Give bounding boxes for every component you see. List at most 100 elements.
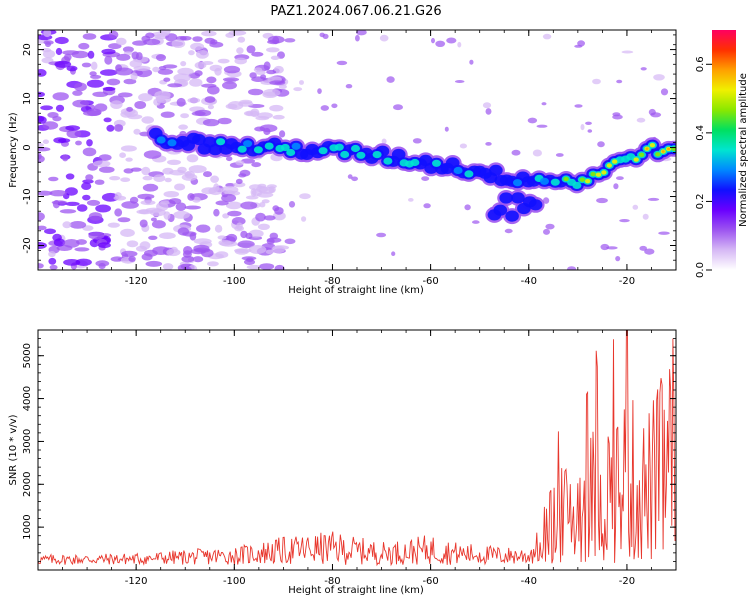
heatmap-cell: [231, 217, 246, 226]
heatmap-cell: [291, 142, 301, 150]
heatmap-cell: [192, 36, 203, 42]
heatmap-cell: [221, 193, 237, 203]
heatmap-cell: [59, 209, 77, 214]
heatmap-cell: [225, 103, 238, 109]
heatmap-cell: [356, 30, 367, 36]
heatmap-cell: [78, 42, 90, 50]
heatmap-cell: [38, 225, 47, 231]
heatmap-cell: [201, 83, 217, 88]
heatmap-cell: [120, 177, 131, 182]
heatmap-cell: [528, 199, 543, 211]
heatmap-cell: [82, 33, 97, 40]
heatmap-cell: [543, 228, 550, 235]
heatmap-cell: [223, 65, 241, 74]
heatmap-cell: [163, 211, 171, 220]
heatmap-cell: [182, 266, 192, 270]
heatmap-cell: [173, 210, 191, 219]
heatmap-cell: [177, 227, 190, 236]
heatmap-cell: [108, 43, 122, 50]
y-tick-label: 3000: [22, 429, 33, 454]
heatmap-cell: [513, 179, 522, 187]
heatmap-cell: [66, 65, 78, 72]
heatmap-cell: [220, 185, 239, 194]
heatmap-cell: [162, 64, 178, 69]
heatmap-cell: [642, 213, 649, 220]
heatmap-cell: [263, 61, 271, 71]
heatmap-cell: [574, 44, 583, 48]
heatmap-cell: [255, 70, 266, 75]
heatmap-cell: [597, 141, 605, 148]
colorbar-tick-label: 0.2: [695, 193, 706, 209]
heatmap-cell: [266, 238, 275, 245]
heatmap-cell: [192, 134, 206, 146]
heatmap-cell: [43, 40, 54, 45]
heatmap-cell: [489, 164, 503, 176]
heatmap-cell: [72, 99, 90, 108]
snr-panel: -120 -100 -80 -60 -40 -20 1000 2000 3000 4000 5000…: [8, 329, 677, 596]
heatmap-cell: [251, 51, 264, 57]
heatmap-cell: [209, 41, 224, 48]
heatmap-cell: [121, 250, 138, 257]
heatmap-cell: [667, 147, 670, 151]
heatmap-cell: [274, 264, 285, 270]
heatmap-cell: [255, 212, 266, 222]
heatmap-cell: [184, 205, 201, 210]
heatmap-cell: [423, 203, 431, 209]
y-tick-label: 1000: [22, 514, 33, 539]
heatmap-cell: [63, 239, 80, 248]
heatmap-cell: [267, 39, 280, 45]
heatmap-cell: [48, 257, 57, 265]
heatmap-cell: [53, 238, 66, 247]
heatmap-cell: [176, 97, 186, 107]
heatmap-cell: [94, 179, 105, 185]
heatmap-cell: [38, 190, 53, 196]
heatmap-cell: [62, 221, 72, 229]
heatmap-cell: [640, 67, 647, 71]
heatmap-cell: [257, 223, 270, 230]
heatmap-cell: [163, 191, 180, 198]
heatmap-cell: [217, 117, 232, 125]
heatmap-cell: [261, 199, 270, 204]
heatmap-cell: [157, 68, 174, 75]
heatmap-cell: [457, 41, 462, 48]
heatmap-cell: [173, 73, 191, 83]
heatmap-cell: [130, 72, 138, 81]
heatmap-cell: [188, 165, 207, 174]
heatmap-cell: [75, 140, 82, 146]
heatmap-cell: [104, 55, 113, 65]
heatmap-cell: [86, 79, 104, 88]
heatmap-cell: [234, 248, 249, 255]
heatmap-cell: [217, 235, 227, 240]
heatmap-cell: [279, 130, 286, 138]
heatmap-cell: [661, 150, 665, 153]
heatmap-cell: [106, 78, 121, 86]
heatmap-cell: [141, 166, 151, 176]
heatmap-cell: [129, 59, 143, 68]
heatmap-cell: [66, 129, 82, 139]
heatmap-cell: [168, 198, 182, 205]
heatmap-cell: [167, 159, 181, 165]
heatmap-cell: [99, 166, 115, 173]
heatmap-cell: [191, 111, 206, 116]
spectrogram-ylabel: Frequency (Hz): [8, 112, 19, 188]
heatmap-cell: [174, 183, 186, 191]
heatmap-cell: [269, 80, 286, 86]
heatmap-cell: [89, 71, 97, 77]
heatmap-cell: [83, 110, 101, 117]
heatmap-cell: [145, 260, 163, 267]
heatmap-cell: [536, 124, 548, 128]
heatmap-cell: [579, 177, 585, 182]
heatmap-cell: [265, 249, 274, 255]
y-tick-label: -20: [22, 237, 33, 253]
heatmap-cell: [555, 153, 564, 157]
heatmap-cell: [86, 199, 101, 206]
heatmap-cell: [42, 121, 59, 130]
heatmap-cell: [142, 183, 159, 192]
heatmap-cell: [270, 55, 280, 60]
heatmap-cell: [235, 160, 245, 166]
heatmap-cell: [120, 228, 135, 237]
heatmap-cell: [645, 147, 649, 150]
heatmap-cell: [541, 102, 547, 106]
heatmap-cell: [391, 251, 396, 256]
